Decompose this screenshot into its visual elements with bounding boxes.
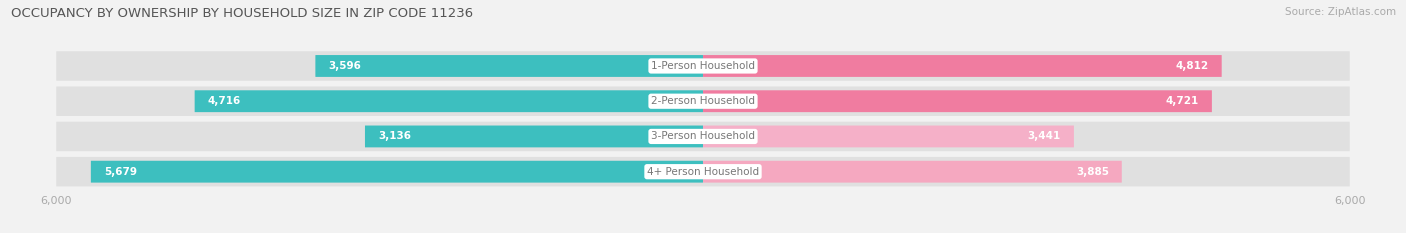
Text: 3-Person Household: 3-Person Household — [651, 131, 755, 141]
FancyBboxPatch shape — [56, 122, 1350, 151]
Text: 3,596: 3,596 — [329, 61, 361, 71]
Text: 2-Person Household: 2-Person Household — [651, 96, 755, 106]
FancyBboxPatch shape — [56, 157, 1350, 186]
FancyBboxPatch shape — [703, 55, 1222, 77]
Text: 3,136: 3,136 — [378, 131, 411, 141]
Text: Source: ZipAtlas.com: Source: ZipAtlas.com — [1285, 7, 1396, 17]
FancyBboxPatch shape — [703, 161, 1122, 183]
FancyBboxPatch shape — [56, 51, 1350, 81]
FancyBboxPatch shape — [194, 90, 703, 112]
Text: 5,679: 5,679 — [104, 167, 136, 177]
Text: 3,441: 3,441 — [1028, 131, 1062, 141]
FancyBboxPatch shape — [366, 126, 703, 147]
FancyBboxPatch shape — [91, 161, 703, 183]
Text: 4,812: 4,812 — [1175, 61, 1209, 71]
Text: 4,721: 4,721 — [1166, 96, 1199, 106]
FancyBboxPatch shape — [703, 90, 1212, 112]
Text: 1-Person Household: 1-Person Household — [651, 61, 755, 71]
Text: 3,885: 3,885 — [1076, 167, 1109, 177]
FancyBboxPatch shape — [703, 126, 1074, 147]
FancyBboxPatch shape — [56, 86, 1350, 116]
Text: OCCUPANCY BY OWNERSHIP BY HOUSEHOLD SIZE IN ZIP CODE 11236: OCCUPANCY BY OWNERSHIP BY HOUSEHOLD SIZE… — [11, 7, 474, 20]
FancyBboxPatch shape — [315, 55, 703, 77]
Text: 4,716: 4,716 — [208, 96, 240, 106]
Text: 4+ Person Household: 4+ Person Household — [647, 167, 759, 177]
